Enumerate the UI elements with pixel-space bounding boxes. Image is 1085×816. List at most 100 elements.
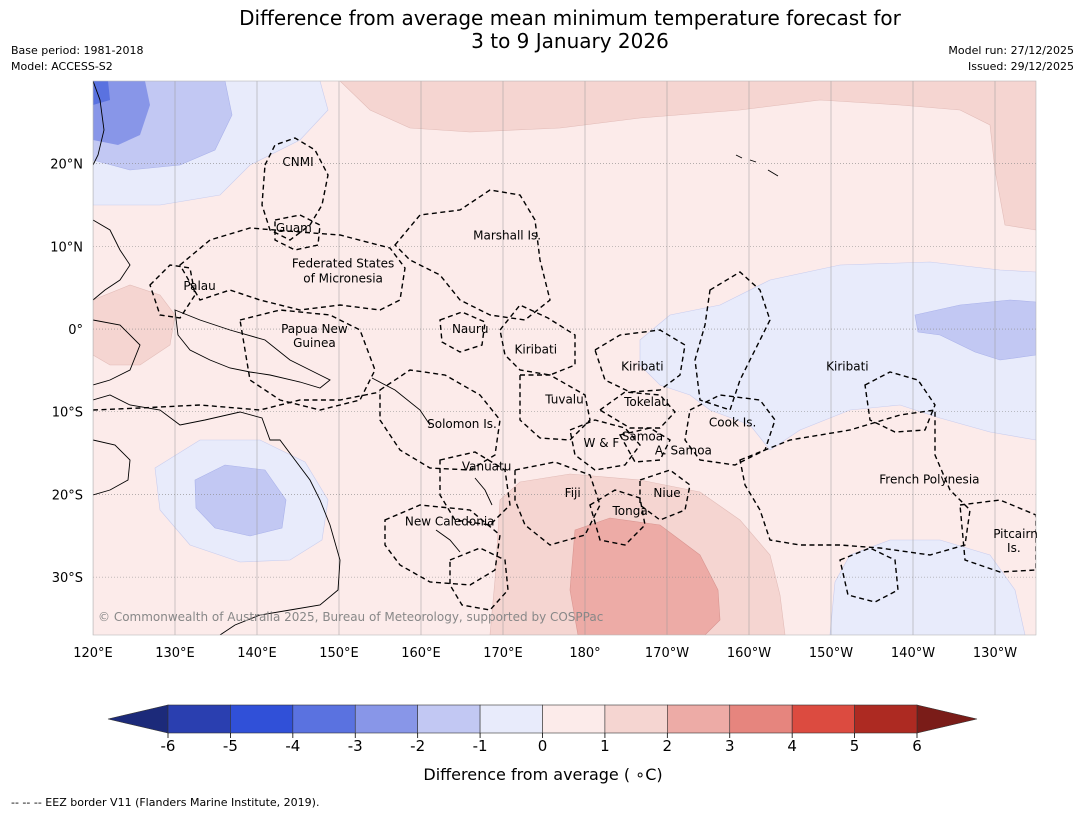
region-label: of Micronesia <box>303 272 383 286</box>
chart-title: Difference from average mean minimum tem… <box>0 7 1085 53</box>
lon-axis-labels: 120°E 130°E 140°E 150°E 160°E 170°E 180° 170°W 1… <box>73 646 1017 661</box>
meta-left: Base period: 1981-2018 Model: ACCESS-S2 <box>11 43 143 75</box>
eez-tonga <box>589 489 646 546</box>
eez-kiribati-central <box>594 329 686 393</box>
region-label: Solomon Is. <box>427 417 497 431</box>
region-label: Pitcairn <box>993 527 1038 541</box>
region-label: W & F <box>584 436 620 450</box>
region-label: CNMI <box>282 155 313 169</box>
region-label: Kiribati <box>826 359 868 373</box>
lon-tick-label: 130°W <box>973 646 1017 661</box>
region-label: Fiji <box>565 486 581 500</box>
colorbar-tick-label: 4 <box>787 737 797 755</box>
coastline-hawaii <box>735 154 779 177</box>
colorbar-tick-label: -2 <box>410 737 425 755</box>
colorbar-bin <box>230 704 294 734</box>
colorbar-label: Difference from average ( ∘C) <box>423 765 662 784</box>
coastlines <box>93 81 779 635</box>
eez-solomon <box>379 369 501 471</box>
anomaly-zone-neg2-neg1-aus <box>194 464 287 537</box>
gridlines <box>93 81 1036 635</box>
region-label: A. Samoa <box>655 444 712 458</box>
colorbar-bin <box>417 704 481 734</box>
lat-tick-label: 0° <box>68 323 83 338</box>
eez-kiribati-line <box>694 271 771 411</box>
region-label: Guinea <box>293 336 336 350</box>
title-line-1: Difference from average mean minimum tem… <box>239 6 901 30</box>
eez-tokelau <box>598 391 676 429</box>
title-line-2: 3 to 9 January 2026 <box>471 29 669 53</box>
region-label: New Caledonia <box>405 515 495 529</box>
colorbar-tick-label: 3 <box>725 737 735 755</box>
eez-vanuatu <box>439 451 511 526</box>
lon-tick-label: 150°W <box>809 646 853 661</box>
lon-tick-label: 180° <box>569 646 600 661</box>
meta-right: Model run: 27/12/2025 Issued: 29/12/2025 <box>948 43 1074 75</box>
coastline-philippines <box>93 219 131 301</box>
lat-tick-label: 20°N <box>50 158 83 173</box>
issued-date: Issued: 29/12/2025 <box>967 60 1074 73</box>
colorbar-tick-label: 5 <box>850 737 860 755</box>
eez-palau <box>149 264 196 319</box>
eez-tuvalu <box>519 374 591 441</box>
coastline-indonesia <box>93 319 141 386</box>
lon-tick-label: 170°E <box>483 646 523 661</box>
coastline-vanuatu <box>474 477 493 506</box>
region-label: Samoa <box>622 430 663 444</box>
model-run: Model run: 27/12/2025 <box>948 44 1074 57</box>
lon-tick-label: 140°E <box>237 646 277 661</box>
colorbar-bin <box>542 704 606 734</box>
colorbar-under-triangle <box>107 704 169 734</box>
eez-nauru <box>439 311 486 353</box>
lon-tick-label: 140°W <box>891 646 935 661</box>
region-label: Niue <box>653 486 680 500</box>
map-frame <box>92 80 1037 636</box>
eez-marshall <box>394 189 551 321</box>
eez-australia-north <box>93 391 381 411</box>
colorbar-tick-label: 0 <box>538 737 548 755</box>
lat-tick-label: 10°N <box>50 240 83 255</box>
region-label: French Polynesia <box>879 473 979 487</box>
region-label: Palau <box>183 279 215 293</box>
eez-new-caledonia <box>384 504 501 586</box>
eez-french-polynesia <box>739 409 971 556</box>
eez-wallis-futuna <box>569 419 641 471</box>
region-label: Kiribati <box>621 359 663 373</box>
colorbar-tick-label: -6 <box>161 737 176 755</box>
anomaly-zone-neg4-neg3 <box>93 81 110 105</box>
coastline-new-guinea <box>174 309 331 389</box>
anomaly-zone-1-2-west <box>93 284 176 366</box>
anomaly-zone-neg1-0-east <box>639 261 1036 451</box>
copyright-text: © Commonwealth of Australia 2025, Bureau… <box>98 610 603 624</box>
lon-tick-label: 160°E <box>401 646 441 661</box>
colorbar-bin <box>729 704 793 734</box>
eez-png <box>239 309 376 411</box>
coastline-solomon <box>371 377 431 426</box>
colorbar-bin <box>667 704 731 734</box>
eez-pitcairn <box>959 499 1036 573</box>
lat-tick-label: 10°S <box>52 406 83 421</box>
coastline-australia <box>93 394 341 635</box>
anomaly-zone-neg2-neg1-east <box>914 299 1036 361</box>
colorbar-tick-label: 6 <box>912 737 922 755</box>
anomaly-field: © Commonwealth of Australia 2025, Bureau… <box>93 81 1036 635</box>
colorbar-tick-label: -4 <box>285 737 300 755</box>
colorbar-bin <box>604 704 668 734</box>
lon-tick-label: 150°E <box>319 646 359 661</box>
colorbar-over-triangle <box>916 704 978 734</box>
region-label: Kiribati <box>515 343 557 357</box>
lon-tick-label: 160°W <box>727 646 771 661</box>
region-label: Guam <box>276 221 312 235</box>
region-label: Marshall Is. <box>473 229 541 243</box>
lon-tick-label: 170°W <box>645 646 689 661</box>
coastline-australia-west <box>93 439 131 496</box>
base-period: Base period: 1981-2018 <box>11 44 144 57</box>
region-label: Is. <box>1007 541 1021 555</box>
colorbar-tick-label: 1 <box>600 737 610 755</box>
lon-tick-label: 130°E <box>155 646 195 661</box>
colorbar-tick-label: -1 <box>473 737 488 755</box>
colorbar-tick-label: -3 <box>348 737 363 755</box>
eez-kiribati-west <box>499 304 576 376</box>
colorbar-bin <box>479 704 543 734</box>
